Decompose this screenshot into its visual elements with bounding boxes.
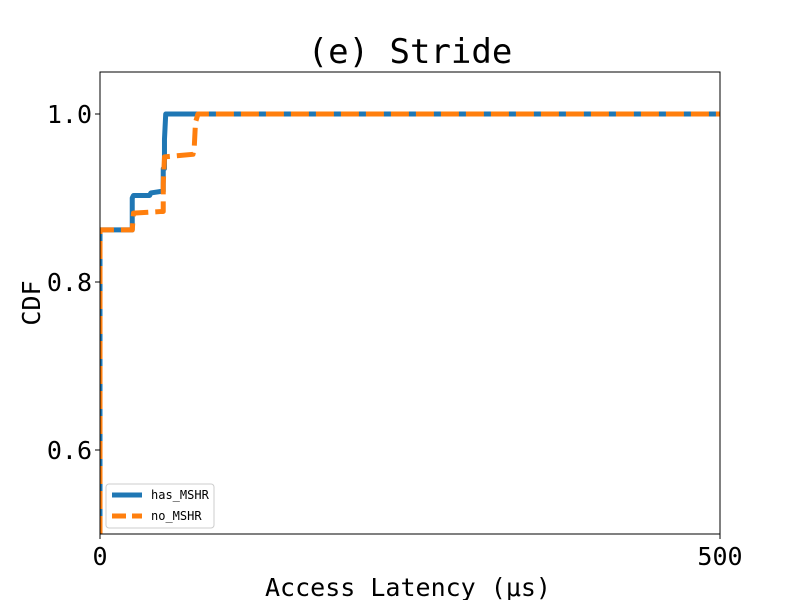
legend-label-has-mshr: has_MSHR bbox=[151, 488, 210, 502]
ticks-layer: 0 500 0.6 0.8 1.0 bbox=[47, 100, 743, 571]
series-layer bbox=[100, 111, 720, 534]
axes-frame bbox=[99, 71, 721, 535]
x-tick-label: 500 bbox=[697, 542, 742, 571]
y-tick-label: 0.6 bbox=[47, 436, 92, 465]
y-tick-label: 0.8 bbox=[47, 268, 92, 297]
legend: has_MSHR no_MSHR bbox=[105, 483, 215, 529]
chart-title: (e) Stride bbox=[308, 32, 513, 72]
plot-area bbox=[99, 71, 721, 535]
y-axis-label: CDF bbox=[17, 280, 46, 325]
legend-label-no-mshr: no_MSHR bbox=[151, 509, 202, 523]
x-tick-label: 0 bbox=[92, 542, 107, 571]
x-axis-label: Access Latency (μs) bbox=[265, 573, 551, 600]
series-line-no-mshr bbox=[100, 111, 720, 534]
y-tick-label: 1.0 bbox=[47, 100, 92, 129]
